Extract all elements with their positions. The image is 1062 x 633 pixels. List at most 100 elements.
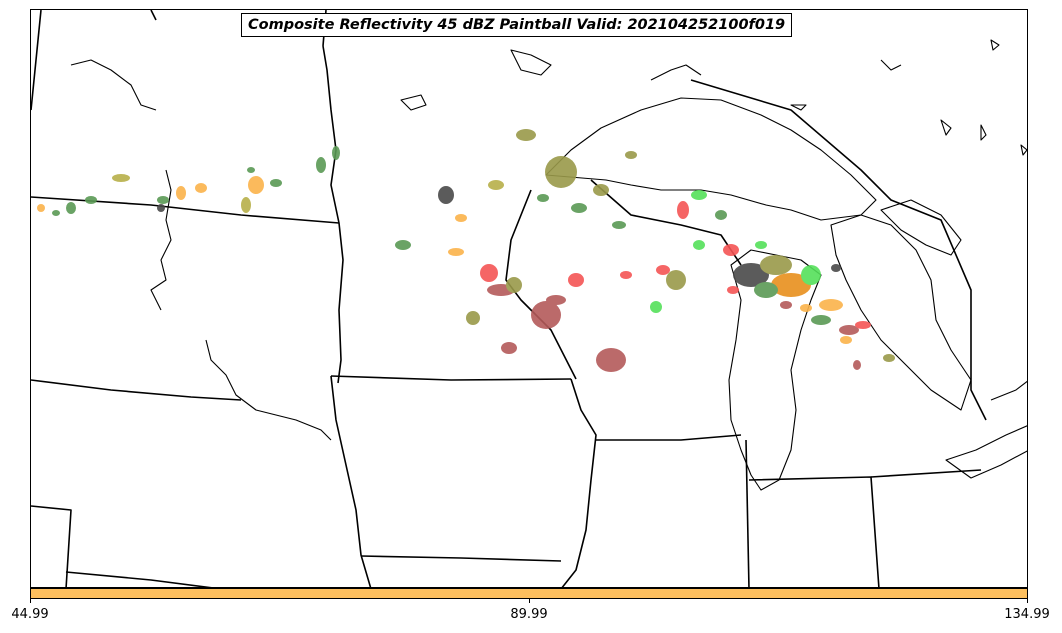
- paint-blob: [811, 315, 831, 325]
- colorbar-tick-label-max: 134.99: [1004, 607, 1050, 622]
- paint-blob: [691, 190, 707, 200]
- paint-blob: [666, 270, 686, 290]
- north-island-1: [940, 119, 952, 136]
- paint-blob: [855, 321, 871, 329]
- paint-blob: [839, 325, 859, 335]
- paint-blob: [531, 301, 561, 329]
- colorbar-tick-label-mid: 89.99: [510, 607, 548, 622]
- paint-blob: [537, 194, 549, 202]
- lake-michigan: [728, 249, 822, 491]
- border-ontario: [690, 79, 987, 421]
- border-canada-north-2: [150, 10, 157, 21]
- north-island-2: [980, 124, 987, 141]
- paint-blob: [800, 304, 812, 312]
- north-island-4: [990, 39, 1000, 51]
- paint-blob: [883, 354, 895, 362]
- north-shore-2: [880, 59, 902, 71]
- paint-blob: [506, 277, 522, 293]
- paint-blob: [85, 196, 97, 204]
- border-ia-east: [561, 378, 597, 587]
- border-canada-north: [31, 10, 42, 111]
- paint-blob: [625, 151, 637, 159]
- map-canvas: [31, 10, 1027, 587]
- border-ne-ks: [65, 571, 212, 587]
- paint-blob: [801, 265, 821, 285]
- north-island-3: [1020, 144, 1027, 156]
- north-shore-1: [650, 64, 702, 81]
- paint-blob: [248, 176, 264, 194]
- paint-blob: [693, 240, 705, 250]
- border-us-canada-west: [31, 196, 340, 224]
- paint-blob: [593, 184, 609, 196]
- paint-blob: [780, 301, 792, 309]
- paint-blob: [195, 183, 207, 193]
- paint-blob: [620, 271, 632, 279]
- paint-blob: [677, 201, 689, 219]
- border-mn-ia: [330, 375, 572, 381]
- paint-blob: [853, 360, 861, 370]
- paint-blob: [831, 264, 841, 272]
- paint-blob: [571, 203, 587, 213]
- river-ms: [205, 339, 332, 441]
- map-frame: [30, 9, 1028, 588]
- border-nd-sd: [31, 379, 242, 401]
- border-ia-west: [330, 375, 372, 587]
- paint-blob: [771, 273, 811, 297]
- paint-blob: [546, 295, 566, 305]
- border-ia-mo: [360, 555, 562, 562]
- border-sd-ne: [31, 505, 72, 587]
- border-in-oh: [748, 476, 880, 587]
- lake-huron: [830, 214, 972, 411]
- paint-blob: [650, 301, 662, 313]
- paint-blob: [438, 186, 454, 204]
- colorbar: [30, 588, 1028, 599]
- paint-blob: [316, 157, 326, 173]
- paint-blob: [656, 265, 670, 275]
- lake-ontario-shore: [990, 380, 1027, 401]
- lake-erie: [945, 425, 1027, 479]
- paint-blob: [66, 202, 76, 214]
- paint-blob: [516, 129, 536, 141]
- border-oh-mi: [870, 469, 982, 478]
- lake-winnipeg-shore: [70, 59, 157, 111]
- colorbar-tick: [529, 599, 530, 603]
- paint-blob: [176, 186, 186, 200]
- paint-blob: [733, 263, 769, 287]
- state-boundaries: [31, 10, 987, 587]
- georgian-bay: [880, 199, 962, 256]
- paint-blob: [448, 248, 464, 256]
- paintball-layer: [37, 129, 895, 372]
- river-mo: [150, 169, 172, 311]
- paint-blob: [332, 146, 340, 160]
- paint-blob: [466, 311, 480, 325]
- paint-blob: [501, 342, 517, 354]
- paint-blob: [488, 180, 504, 190]
- paint-blob: [760, 255, 792, 275]
- paint-blob: [157, 196, 169, 204]
- paint-blob: [568, 273, 584, 287]
- paint-blob: [754, 282, 778, 298]
- paint-blob: [723, 244, 739, 256]
- map-title: Composite Reflectivity 45 dBZ Paintball …: [241, 13, 793, 37]
- paint-blob: [455, 214, 467, 222]
- west-cluster: [37, 146, 340, 216]
- paint-blob: [545, 156, 577, 188]
- lake-michigan-cluster: [677, 190, 895, 370]
- colorbar-tick: [1027, 599, 1028, 603]
- paint-blob: [157, 204, 165, 212]
- paint-blob: [596, 348, 626, 372]
- lake-lots: [400, 94, 427, 111]
- paint-blob: [270, 179, 282, 187]
- minnesota-cluster: [395, 129, 686, 372]
- paint-blob: [727, 286, 739, 294]
- coastlines: [70, 39, 1027, 491]
- lake-superior: [545, 97, 877, 221]
- paint-blob: [37, 204, 45, 212]
- north-island-5: [790, 104, 807, 111]
- paint-blob: [395, 240, 411, 250]
- paint-blob: [612, 221, 626, 229]
- lake-nipigon: [510, 49, 552, 76]
- border-wi-il: [596, 434, 742, 441]
- colorbar-tick-label-min: 44.99: [11, 607, 49, 622]
- paint-blob: [241, 197, 251, 213]
